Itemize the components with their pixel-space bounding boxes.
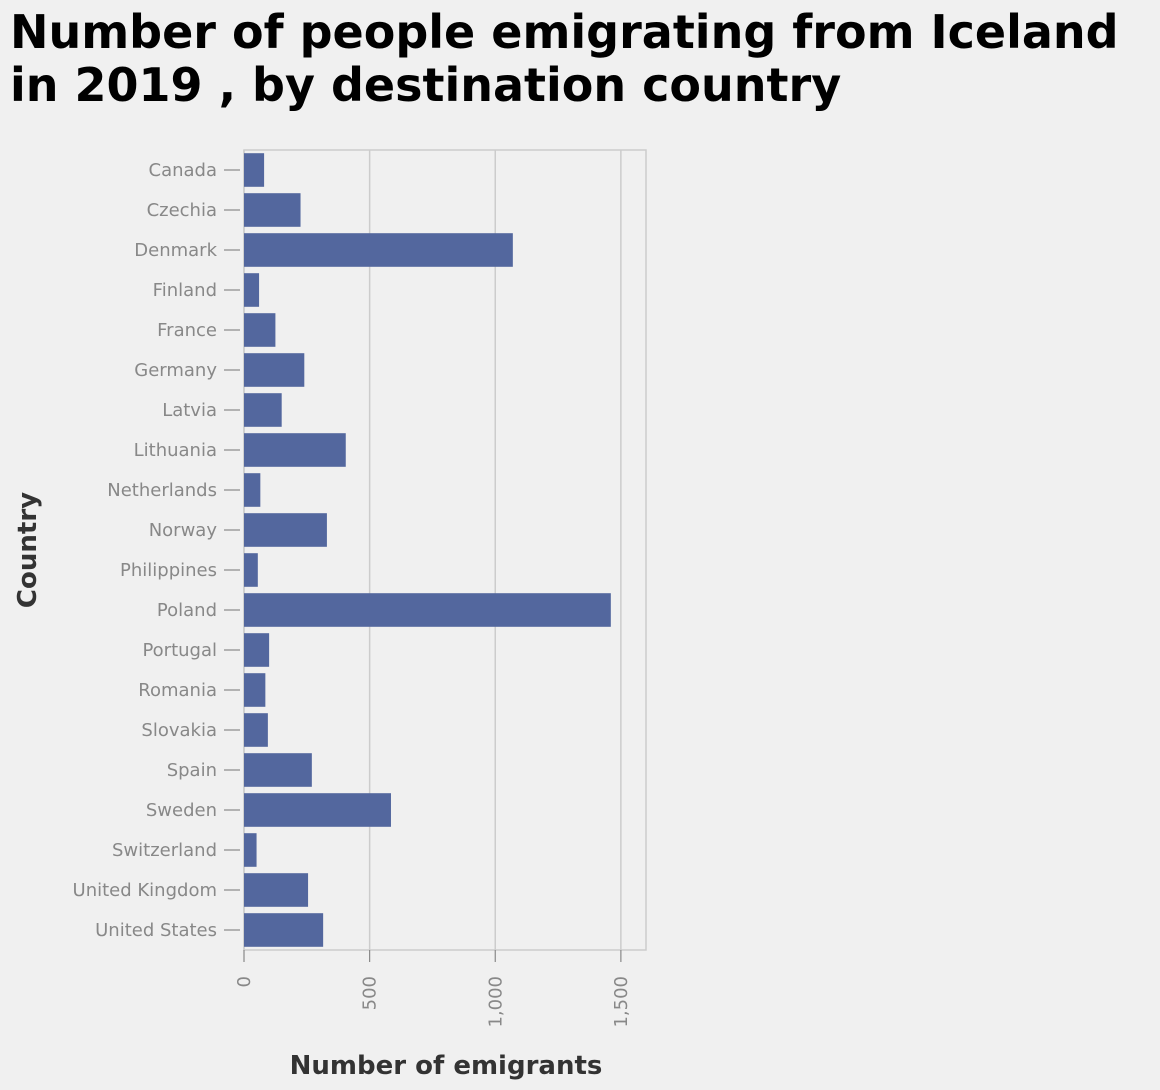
y-tick-label: Spain xyxy=(167,760,217,781)
x-axis: 0 500 1,000 1,500 xyxy=(234,950,632,1028)
y-tick-label: Czechia xyxy=(147,200,217,221)
bar-germany xyxy=(244,353,305,387)
grid-lines xyxy=(243,149,647,951)
bar-lithuania xyxy=(244,433,346,467)
bar-sweden xyxy=(244,793,391,827)
y-tick-label: Philippines xyxy=(120,560,217,581)
y-tick-label: Lithuania xyxy=(134,440,217,461)
bar-norway xyxy=(244,513,327,547)
bar-spain xyxy=(244,753,312,787)
y-tick-label: France xyxy=(157,320,217,341)
bar-canada xyxy=(244,153,265,187)
y-tick-label: Portugal xyxy=(142,640,217,661)
y-tick-label: Slovakia xyxy=(141,720,217,741)
bar-czechia xyxy=(244,193,301,227)
bar-denmark xyxy=(244,233,513,267)
bar-finland xyxy=(244,273,260,307)
bar-portugal xyxy=(244,633,270,667)
x-tick-label: 0 xyxy=(234,976,255,987)
bar-united-kingdom xyxy=(244,873,309,907)
x-tick-label: 500 xyxy=(360,976,381,1010)
bar-latvia xyxy=(244,393,282,427)
y-tick-label: United States xyxy=(95,920,217,941)
plot-frame xyxy=(243,149,647,951)
x-axis-title: Number of emigrants xyxy=(290,1051,603,1081)
y-tick-label: Latvia xyxy=(162,400,217,421)
y-tick-label: Sweden xyxy=(146,800,217,821)
y-tick-label: Denmark xyxy=(134,240,217,261)
x-tick-label: 1,500 xyxy=(611,976,632,1028)
y-tick-label: Poland xyxy=(157,600,217,621)
x-tick-label: 1,000 xyxy=(485,976,506,1028)
bar-netherlands xyxy=(244,473,261,507)
y-axis-title: Country xyxy=(13,492,43,608)
bar-philippines xyxy=(244,553,258,587)
bars xyxy=(244,153,611,947)
bar-france xyxy=(244,313,276,347)
y-tick-label: Germany xyxy=(134,360,217,381)
bar-romania xyxy=(244,673,266,707)
y-tick-label: Canada xyxy=(149,160,218,181)
y-tick-label: Norway xyxy=(149,520,218,541)
y-tick-label: Finland xyxy=(153,280,217,301)
bar-united-states xyxy=(244,913,324,947)
bar-poland xyxy=(244,593,611,627)
y-axis: Canada Czechia Denmark Finland France Germany… xyxy=(73,160,240,941)
y-tick-label: Netherlands xyxy=(107,480,217,501)
chart-title: Number of people emigrating from Iceland… xyxy=(10,5,1119,112)
bar-switzerland xyxy=(244,833,257,867)
y-tick-label: United Kingdom xyxy=(73,880,217,901)
bar-slovakia xyxy=(244,713,268,747)
y-tick-label: Switzerland xyxy=(112,840,217,861)
y-tick-label: Romania xyxy=(138,680,217,701)
